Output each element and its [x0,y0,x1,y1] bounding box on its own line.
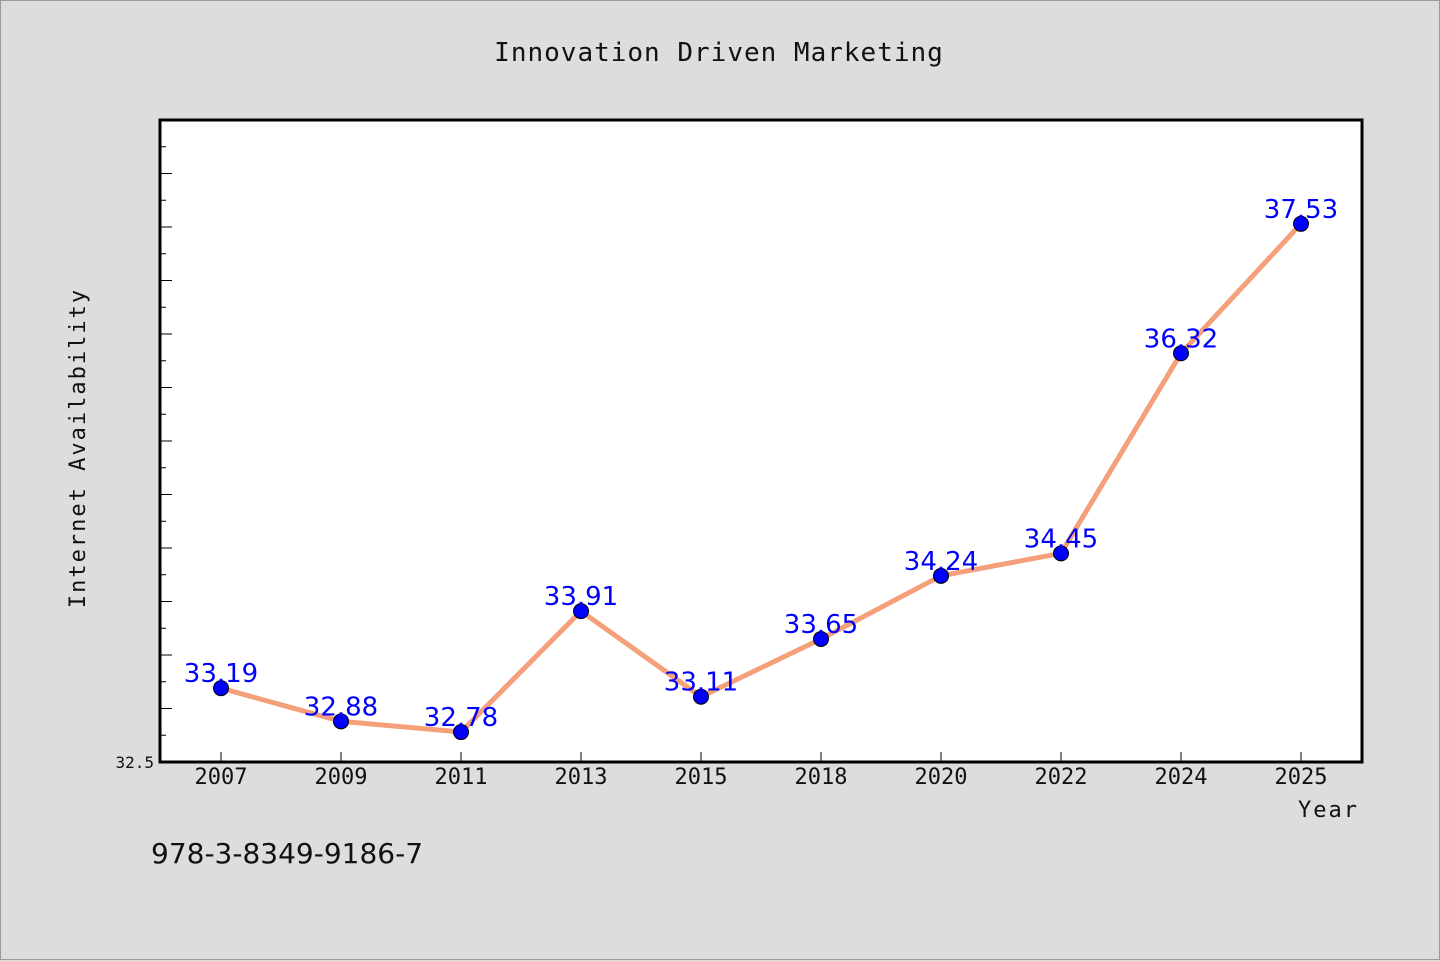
x-tick-label: 2007 [195,765,248,790]
x-tick-label: 2020 [915,765,968,790]
x-tick-label: 2013 [555,765,608,790]
data-point [453,724,469,741]
data-point [573,603,589,620]
data-point [813,630,829,647]
x-tick-label: 2018 [795,765,848,790]
data-point [333,713,349,730]
footer-isbn: 978-3-8349-9186-7 [151,837,423,870]
x-tick-label: 2025 [1275,765,1328,790]
data-label: 34.45 [1024,524,1098,554]
data-point [1293,215,1309,232]
x-tick-label: 2024 [1155,765,1208,790]
data-point [1053,545,1069,562]
data-label: 33.91 [544,582,618,612]
data-point [693,688,709,705]
data-label: 33.11 [664,668,738,698]
data-point [933,567,949,584]
data-label: 36.32 [1144,324,1218,354]
data-label: 37.53 [1264,195,1338,225]
data-point [1173,345,1189,362]
data-label: 32.78 [424,703,498,733]
data-label: 34.24 [904,547,978,577]
y-axis-title: Internet Availability [66,288,91,608]
x-axis-ticks: 2007 2009 2011 2013 2015 2018 2020 2022 2024 2025 [195,752,1328,790]
x-tick-label: 2009 [315,765,368,790]
x-axis-title: Year [1298,798,1359,823]
x-tick-label: 2022 [1035,765,1088,790]
plot-area [158,118,1364,764]
y-axis-ticks: 32.5 [115,119,172,772]
x-tick-label: 2015 [675,765,728,790]
data-label: 32.88 [304,692,378,722]
data-label: 33.19 [184,659,258,689]
chart-title: Innovation Driven Marketing [494,38,944,68]
series-line [220,222,1303,735]
data-label: 33.65 [784,610,858,640]
series-markers [213,215,1309,741]
x-tick-label: 2011 [435,765,488,790]
y-tick-label: 32.5 [115,753,154,772]
data-point [213,680,229,697]
data-labels: 33.19 32.88 32.78 33.91 33.11 33.65 34.24 34.45… [184,195,1338,733]
